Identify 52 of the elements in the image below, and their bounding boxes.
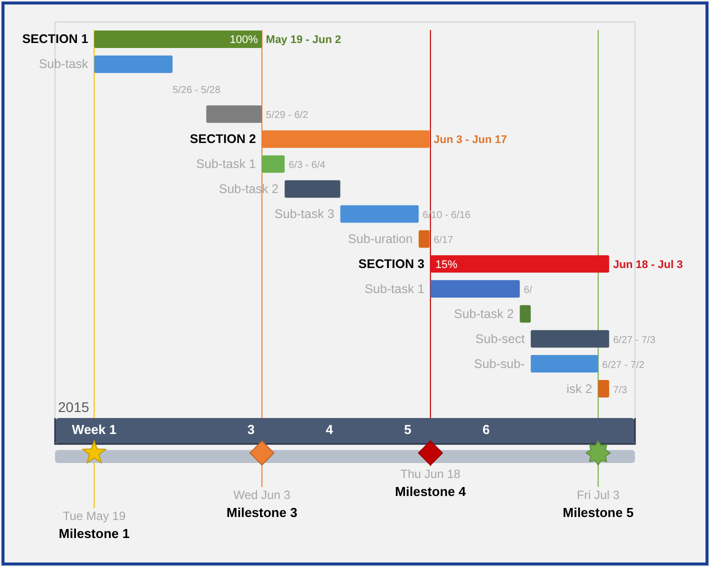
- annotation: 6/17: [434, 234, 454, 246]
- ref-line-label: Milestone 4: [395, 484, 467, 499]
- bar: [418, 230, 430, 248]
- x-tick-label: 5: [404, 422, 412, 438]
- y-tick-label: isk 2: [566, 382, 592, 396]
- y-tick-label: SECTION 3: [358, 256, 424, 271]
- x-tick-label: 3: [247, 422, 255, 438]
- y-tick-label: SECTION 2: [190, 132, 256, 146]
- y-tick-label: Sub-sect: [475, 332, 526, 346]
- ref-line-label: Milestone 5: [562, 505, 634, 520]
- annotation: 6/27 - 7/2: [602, 360, 645, 371]
- bar: [206, 105, 262, 123]
- annotation: May 19 - Jun 2: [266, 34, 342, 46]
- text: Wed Jun 3: [233, 488, 291, 502]
- y-tick-label: Sub-uration: [348, 232, 413, 246]
- annotation: 6/3 - 6/4: [288, 160, 326, 172]
- annotation: Jun 18 - Jul 3: [613, 258, 683, 271]
- text: Thu Jun 18: [400, 467, 461, 481]
- bar: [284, 180, 340, 198]
- ref-line-label: Milestone 1: [58, 526, 130, 541]
- annotation: 100%: [230, 34, 258, 46]
- x-tick-label: 6: [482, 422, 490, 438]
- bar: [94, 30, 262, 48]
- x-tick-label: 4: [326, 422, 334, 438]
- y-tick-label: Sub-task: [38, 57, 89, 72]
- bar: [598, 380, 610, 398]
- bar: [430, 280, 520, 298]
- text: Fri Jul 3: [576, 488, 620, 502]
- y-tick-label: Sub-task 3: [274, 207, 334, 221]
- annotation: 5/26 - 5/28: [172, 85, 221, 96]
- bar: [94, 55, 173, 73]
- y-tick-label: SECTION 1: [22, 32, 88, 46]
- annotation: 6/27 - 7/3: [613, 334, 656, 346]
- annotation: Jun 3 - Jun 17: [434, 134, 508, 146]
- bar: [520, 305, 531, 323]
- bar: [262, 155, 285, 173]
- y-tick-label: Sub-task 1: [364, 282, 424, 296]
- annotation: 6/: [524, 284, 532, 296]
- bar: [530, 355, 598, 373]
- annotation: 5/29 - 6/2: [266, 110, 309, 122]
- y-tick-label: Sub-task 2: [454, 306, 514, 321]
- bar: [430, 255, 610, 273]
- x-tick-label: Week 1: [72, 422, 116, 438]
- annotation: 2015: [58, 399, 90, 415]
- text: Tue May 19: [62, 509, 126, 523]
- y-tick-label: Sub-task 1: [196, 157, 256, 172]
- bar: [530, 330, 610, 348]
- annotation: 15%: [435, 258, 458, 271]
- ref-line-label: Milestone 3: [226, 505, 298, 520]
- y-tick-label: Sub-sub-: [474, 356, 525, 371]
- annotation: 7/3: [613, 384, 628, 396]
- bar: [340, 205, 419, 223]
